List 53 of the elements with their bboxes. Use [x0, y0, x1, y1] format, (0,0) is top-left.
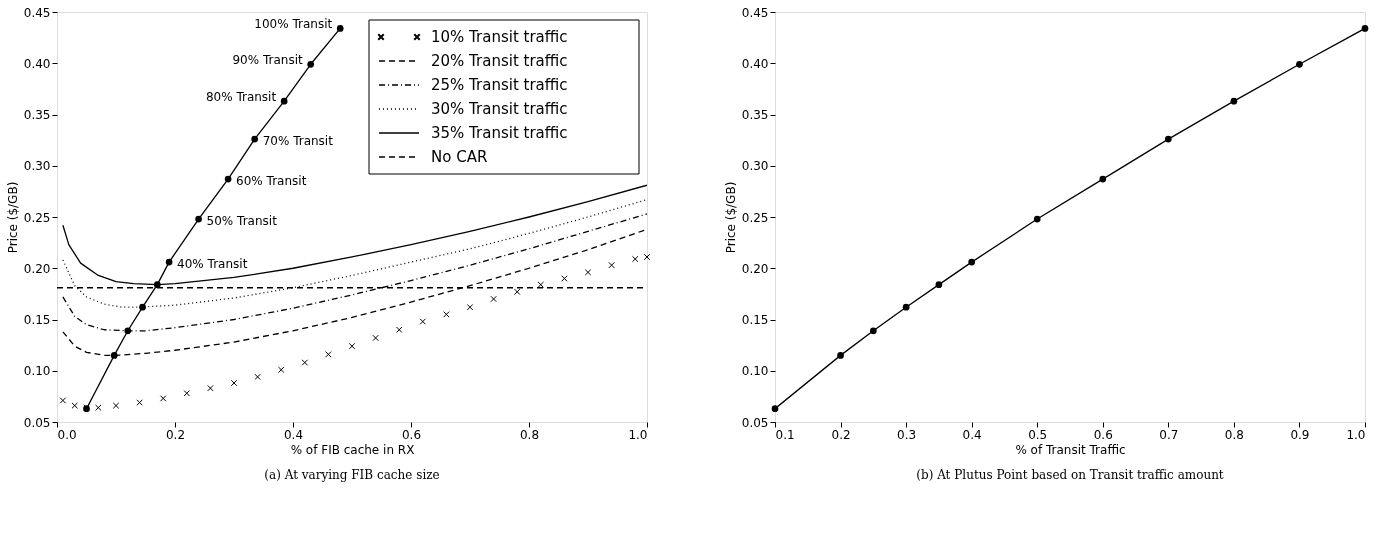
x-axis-title: % of FIB cache in RX: [290, 442, 415, 457]
y-tick-label: 0.25: [741, 210, 769, 225]
y-tick-label: 0.25: [23, 210, 51, 225]
legend-label: 25% Transit traffic: [431, 76, 568, 94]
x-tick-label: 1.0: [1346, 427, 1366, 442]
y-tick-label: 0.10: [23, 364, 51, 379]
y-tick-label: 0.45: [741, 5, 769, 20]
y-tick-label: 0.20: [741, 261, 769, 276]
y-tick-label: 0.05: [741, 415, 769, 430]
y-tick-label: 0.30: [23, 159, 51, 174]
y-tick-label: 0.35: [23, 108, 51, 122]
x-tick-label: 0.1: [775, 427, 795, 442]
annotation: 100% Transit: [254, 17, 333, 32]
x-tick-label: 0.0: [57, 427, 77, 442]
legend-label: 10% Transit traffic: [431, 28, 568, 46]
y-tick-label: 0.45: [23, 5, 51, 20]
y-tick-label: 0.15: [741, 313, 769, 327]
x-tick-label: 0.3: [897, 427, 917, 442]
annotation: 70% Transit: [262, 134, 334, 149]
x-tick-label: 0.4: [962, 427, 982, 442]
legend-label: No CAR: [431, 148, 488, 166]
x-tick-label: 0.6: [401, 427, 422, 442]
x-tick-label: 0.8: [1224, 427, 1244, 442]
y-tick-label: 0.30: [741, 159, 769, 174]
y-axis-title: Price ($/GB): [5, 181, 20, 254]
x-tick-label: 0.2: [831, 427, 851, 442]
legend-label: 20% Transit traffic: [431, 52, 568, 70]
x-tick-label: 0.6: [1093, 427, 1113, 442]
y-tick-label: 0.15: [23, 313, 51, 327]
x-tick-label: 0.9: [1290, 427, 1310, 442]
x-axis-title: % of Transit Traffic: [1015, 442, 1126, 457]
annotation: 40% Transit: [177, 257, 248, 272]
annotation: 80% Transit: [205, 90, 277, 105]
x-tick-label: 0.7: [1159, 427, 1179, 442]
text: (b) At Plutus Point based on Transit traffic amount: [916, 468, 1224, 482]
y-tick-label: 0.05: [23, 415, 51, 430]
x-tick-label: 0.2: [165, 427, 186, 442]
y-tick-label: 0.40: [741, 56, 769, 71]
annotation: 50% Transit: [206, 214, 278, 229]
x-tick-label: 0.4: [283, 427, 304, 442]
x-tick-label: 0.8: [519, 427, 540, 442]
y-axis-title: Price ($/GB): [723, 181, 738, 254]
y-tick-label: 0.40: [23, 56, 51, 71]
legend-label: 35% Transit traffic: [431, 124, 568, 142]
annotation: 90% Transit: [232, 53, 303, 68]
annotation: 60% Transit: [236, 174, 307, 189]
x-tick-label: 0.5: [1028, 427, 1048, 442]
y-tick-label: 0.10: [741, 364, 769, 379]
y-tick-label: 0.35: [741, 108, 769, 122]
y-tick-label: 0.20: [23, 261, 51, 276]
x-tick-label: 1.0: [628, 427, 648, 442]
legend-label: 30% Transit traffic: [431, 100, 568, 118]
text: (a) At varying FIB cache size: [264, 468, 440, 482]
